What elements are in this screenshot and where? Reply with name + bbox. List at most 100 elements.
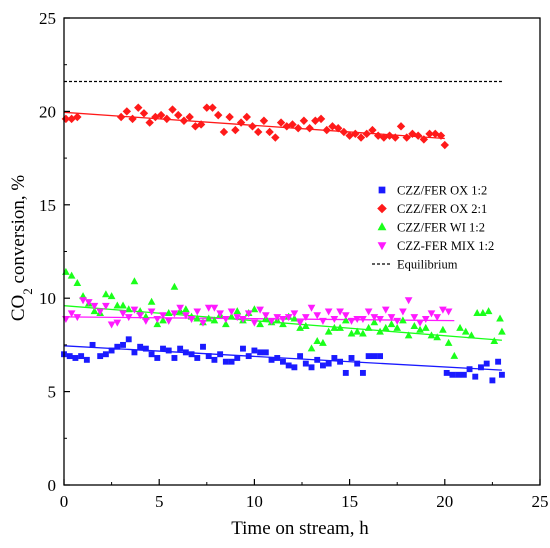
data-point	[256, 320, 264, 328]
data-point	[404, 297, 413, 305]
data-point	[490, 336, 499, 344]
data-point	[324, 308, 333, 316]
data-point	[427, 331, 436, 339]
data-point	[368, 125, 377, 135]
data-point	[97, 353, 104, 360]
y-axis-title-subscript: 2	[20, 288, 35, 295]
data-point	[308, 364, 315, 371]
x-tick-label: 0	[60, 492, 69, 511]
data-point	[353, 327, 362, 335]
data-point	[244, 310, 253, 318]
data-point	[314, 356, 321, 363]
data-point	[83, 356, 90, 363]
data-point	[208, 103, 217, 112]
data-point	[61, 114, 71, 124]
data-point	[364, 323, 373, 331]
data-point	[419, 135, 429, 144]
data-point	[436, 131, 446, 140]
legend-marker	[377, 203, 387, 214]
data-point	[273, 314, 282, 322]
data-point	[416, 325, 424, 333]
data-point	[162, 114, 172, 124]
data-point	[134, 103, 143, 112]
data-point	[391, 133, 400, 142]
data-point	[219, 127, 229, 137]
data-point	[231, 125, 240, 135]
data-point	[347, 329, 356, 337]
data-point	[331, 355, 338, 361]
data-point	[443, 369, 450, 376]
data-point	[156, 110, 166, 120]
data-point	[73, 314, 82, 322]
data-point	[107, 292, 116, 300]
data-point	[211, 356, 218, 363]
data-point	[449, 371, 456, 378]
data-point	[313, 312, 322, 320]
x-tick-label: 25	[532, 492, 549, 511]
data-point	[72, 355, 79, 361]
data-point	[450, 351, 459, 359]
data-point	[293, 124, 303, 133]
data-point	[425, 129, 434, 139]
x-axis-title: Time on stream, h	[231, 518, 369, 539]
data-point	[381, 306, 390, 314]
data-point	[356, 133, 366, 142]
data-point	[288, 120, 297, 129]
data-point	[359, 369, 366, 376]
data-point	[370, 314, 379, 322]
data-point	[137, 343, 144, 350]
data-point	[416, 319, 424, 327]
data-point	[196, 120, 206, 129]
data-point	[251, 347, 258, 354]
data-point	[339, 127, 349, 137]
data-point	[284, 314, 293, 322]
data-point	[467, 331, 476, 339]
data-point	[113, 301, 122, 309]
data-point	[393, 323, 402, 331]
data-point	[261, 312, 270, 320]
data-point	[216, 310, 224, 318]
data-point	[73, 279, 82, 287]
data-point	[461, 327, 470, 335]
data-point	[233, 307, 242, 315]
data-point	[305, 124, 314, 133]
data-point	[421, 315, 430, 323]
y-axis-title-rest: conversion, %	[8, 175, 29, 289]
y-tick-label: 0	[48, 476, 57, 495]
data-point	[233, 314, 242, 322]
y-tick-label: 10	[39, 289, 56, 308]
data-point	[239, 315, 247, 323]
data-point	[234, 355, 241, 361]
data-point	[341, 312, 350, 320]
data-point	[336, 308, 344, 316]
data-point	[153, 320, 162, 328]
x-tick-label: 15	[341, 492, 358, 511]
data-point	[120, 341, 126, 348]
y-axis: 0 5 10 15 20 25	[39, 9, 70, 495]
data-point	[130, 306, 139, 314]
data-point	[347, 317, 356, 325]
data-point	[210, 316, 219, 324]
data-point	[410, 322, 419, 330]
data-point	[188, 351, 195, 358]
data-point	[271, 133, 280, 142]
data-point	[170, 310, 179, 318]
data-point	[297, 353, 304, 360]
data-point	[257, 349, 264, 356]
data-point	[250, 319, 259, 327]
data-point	[279, 315, 287, 323]
y-tick-label: 15	[39, 196, 56, 215]
data-point	[67, 114, 76, 124]
data-point	[148, 351, 155, 358]
data-point	[413, 131, 423, 140]
data-point	[351, 129, 360, 139]
data-point	[194, 355, 201, 361]
data-point	[439, 306, 447, 314]
data-point	[341, 316, 350, 324]
data-point	[342, 369, 349, 376]
data-point	[359, 329, 367, 337]
data-point	[316, 114, 326, 124]
data-point	[259, 116, 269, 125]
plot-area	[61, 17, 541, 486]
